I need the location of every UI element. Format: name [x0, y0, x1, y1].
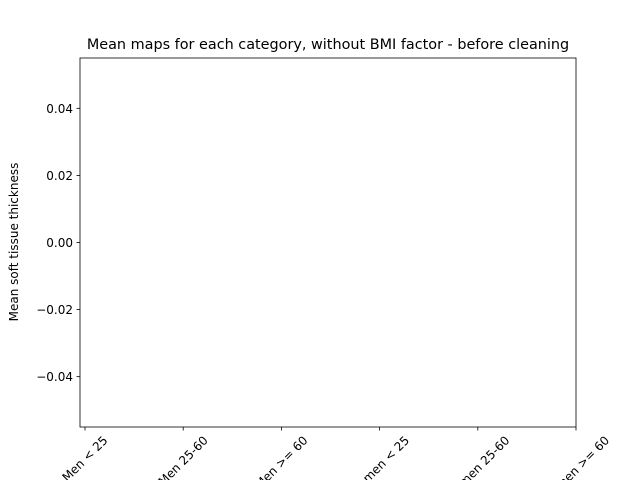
y-axis-label: Mean soft tissue thickness	[7, 163, 21, 322]
y-tick-label: −0.02	[36, 303, 73, 317]
y-tick-label: 0.02	[46, 169, 73, 183]
y-tick-label: 0.00	[46, 236, 73, 250]
chart-title: Mean maps for each category, without BMI…	[87, 37, 569, 53]
y-tick-label: −0.04	[36, 370, 73, 384]
y-tick-label: 0.04	[46, 102, 73, 116]
